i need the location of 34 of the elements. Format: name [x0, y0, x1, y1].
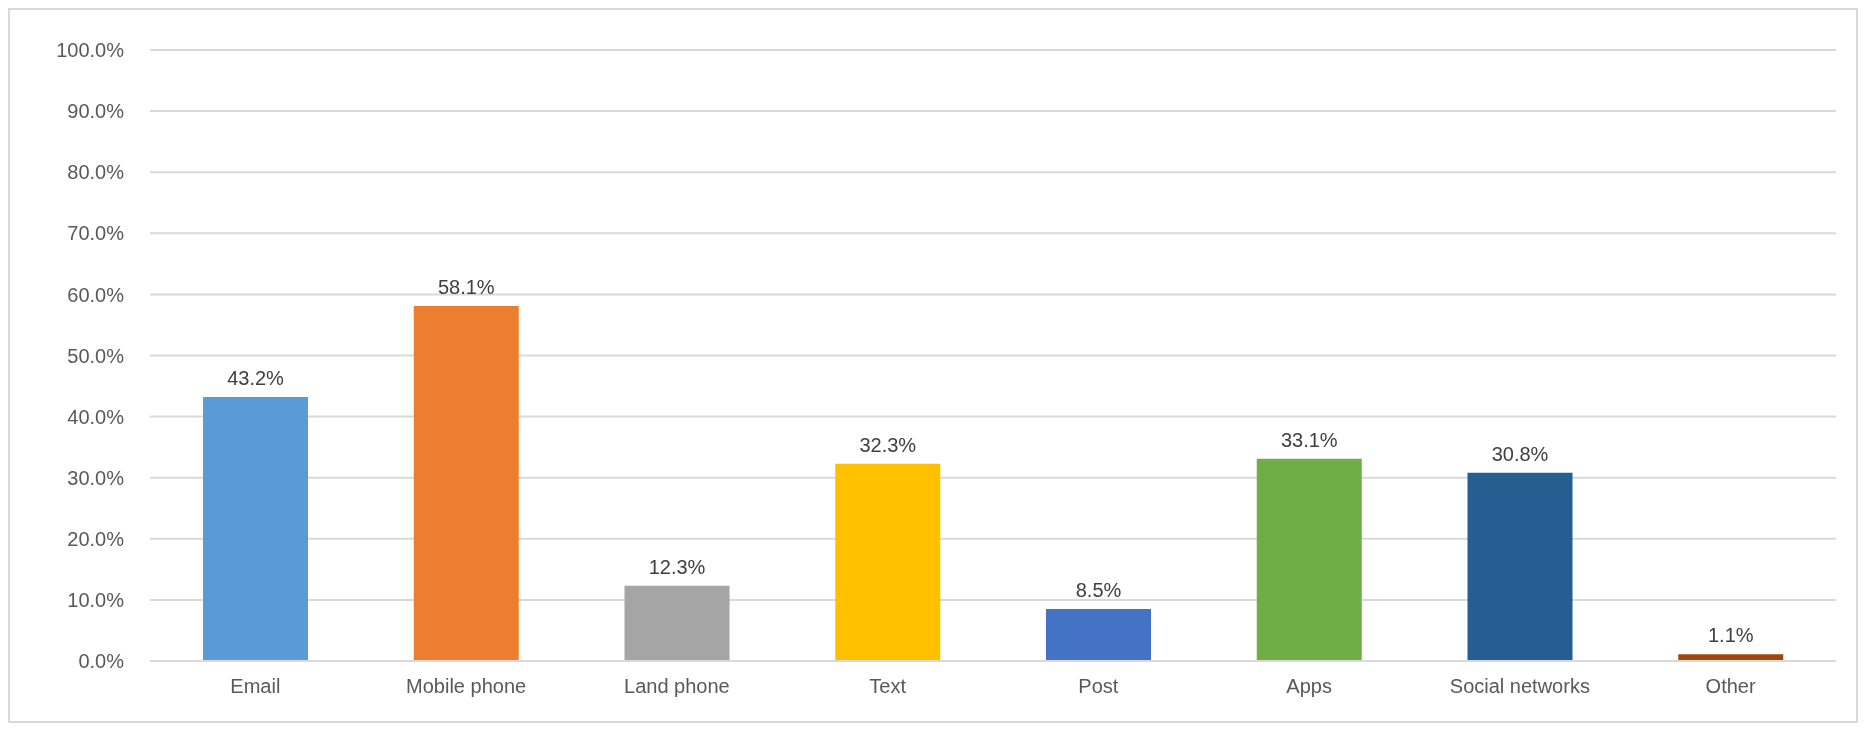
x-tick-label: Other	[1705, 675, 1756, 698]
y-tick-label: 90.0%	[67, 100, 125, 123]
x-tick-label: Apps	[1286, 675, 1332, 698]
data-label: 58.1%	[437, 276, 495, 299]
x-tick-label: Text	[869, 675, 907, 698]
data-label: 33.1%	[1280, 428, 1338, 451]
data-label: 30.8%	[1491, 442, 1549, 465]
y-tick-label: 70.0%	[67, 222, 125, 245]
data-label: 8.5%	[1075, 579, 1122, 602]
bar	[413, 306, 519, 661]
data-label: 32.3%	[859, 433, 917, 456]
bar	[1467, 472, 1573, 661]
y-tick-label: 80.0%	[67, 161, 125, 184]
y-tick-label: 20.0%	[67, 527, 125, 550]
y-tick-label: 50.0%	[67, 344, 125, 367]
y-tick-label: 40.0%	[67, 405, 125, 428]
x-tick-label: Mobile phone	[406, 675, 527, 698]
data-label: 1.1%	[1707, 624, 1754, 647]
x-tick-label: Social networks	[1449, 675, 1590, 698]
x-tick-label: Email	[230, 675, 281, 698]
y-tick-label: 30.0%	[67, 466, 125, 489]
y-tick-label: 0.0%	[78, 650, 125, 673]
bar	[1046, 609, 1151, 661]
y-tick-label: 60.0%	[67, 283, 125, 306]
bar	[624, 585, 730, 661]
bar	[835, 463, 941, 661]
bar	[203, 397, 308, 661]
data-label: 43.2%	[227, 367, 285, 390]
y-tick-label: 100.0%	[56, 39, 125, 62]
bar	[1256, 458, 1362, 661]
x-tick-label: Land phone	[624, 675, 730, 698]
y-tick-label: 10.0%	[67, 589, 125, 611]
x-tick-label: Post	[1078, 675, 1119, 698]
data-label: 12.3%	[648, 555, 706, 578]
